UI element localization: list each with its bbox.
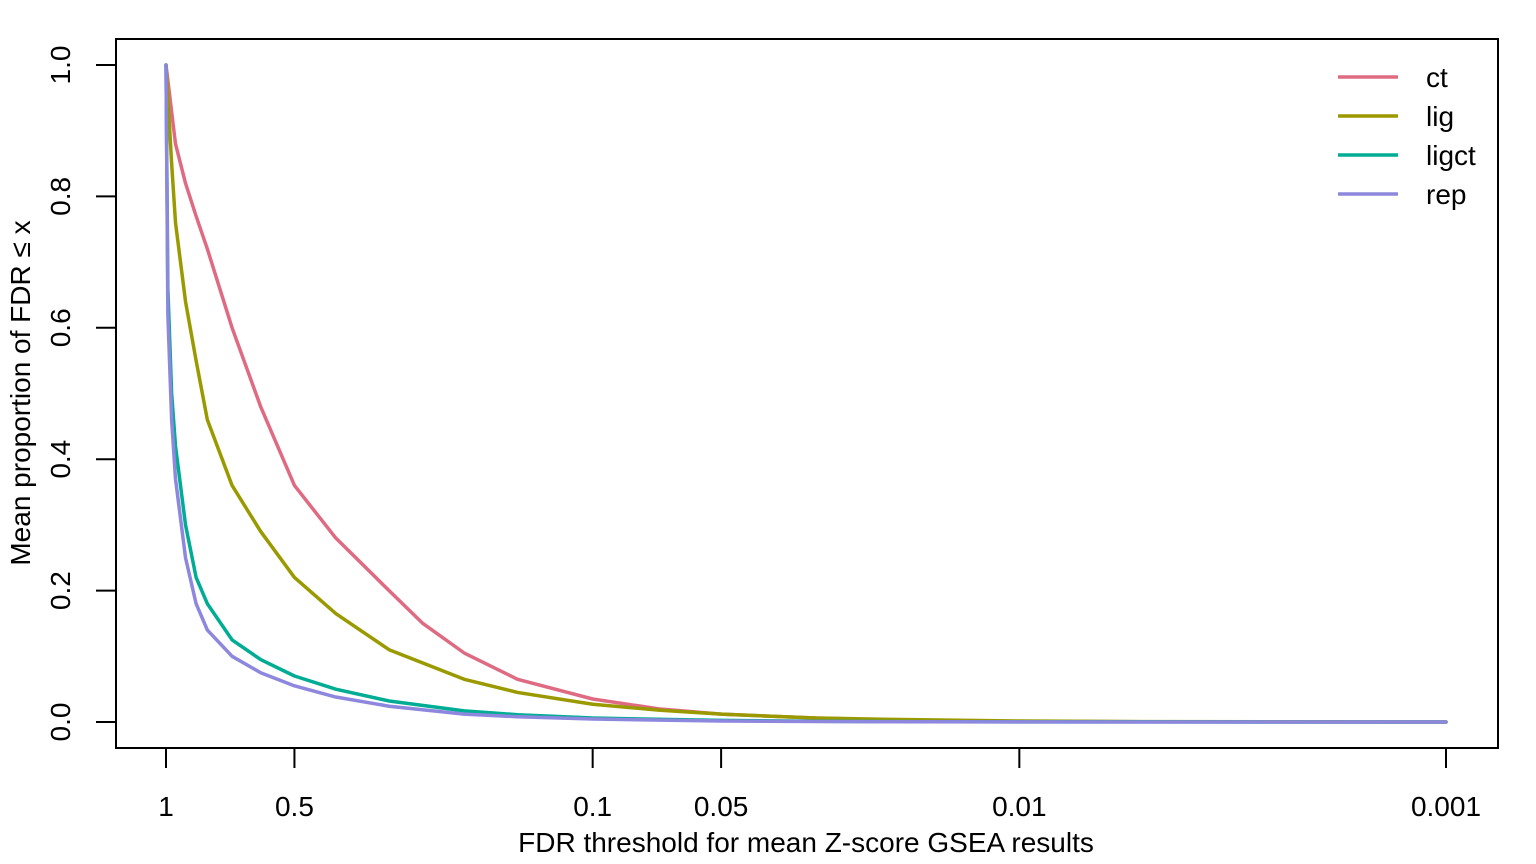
- series-layer: [164, 63, 1448, 724]
- x-axis: 1 0.5 0.1 0.05 0.01 0.001: [158, 747, 1481, 822]
- legend: ct lig ligct rep: [1338, 62, 1476, 210]
- y-axis-label: Mean proportion of FDR ≤ x: [5, 220, 36, 565]
- series-line-lig: [164, 63, 1448, 724]
- legend-label-ligct: ligct: [1426, 140, 1476, 171]
- legend-label-ct: ct: [1426, 62, 1448, 93]
- series-line-rep: [164, 63, 1448, 724]
- x-tick-label: 0.5: [275, 791, 314, 822]
- legend-label-rep: rep: [1426, 179, 1466, 210]
- legend-label-lig: lig: [1426, 101, 1454, 132]
- plot-frame: [115, 38, 1499, 749]
- y-tick-label: 1.0: [45, 46, 76, 85]
- x-tick-label: 0.05: [694, 791, 749, 822]
- series-line-ct: [164, 63, 1448, 724]
- x-axis-label: FDR threshold for mean Z-score GSEA resu…: [518, 827, 1094, 858]
- x-tick-label: 0.001: [1411, 791, 1481, 822]
- y-tick-label: 0.4: [45, 440, 76, 479]
- x-tick-label: 0.01: [992, 791, 1047, 822]
- y-axis: 0.0 0.2 0.4 0.6 0.8 1.0: [45, 46, 117, 742]
- series-line-ligct: [164, 63, 1448, 724]
- x-tick-label: 1: [158, 791, 174, 822]
- y-tick-label: 0.2: [45, 571, 76, 610]
- y-tick-label: 0.6: [45, 308, 76, 347]
- y-tick-label: 0.0: [45, 703, 76, 742]
- y-tick-label: 0.8: [45, 177, 76, 216]
- x-tick-label: 0.1: [573, 791, 612, 822]
